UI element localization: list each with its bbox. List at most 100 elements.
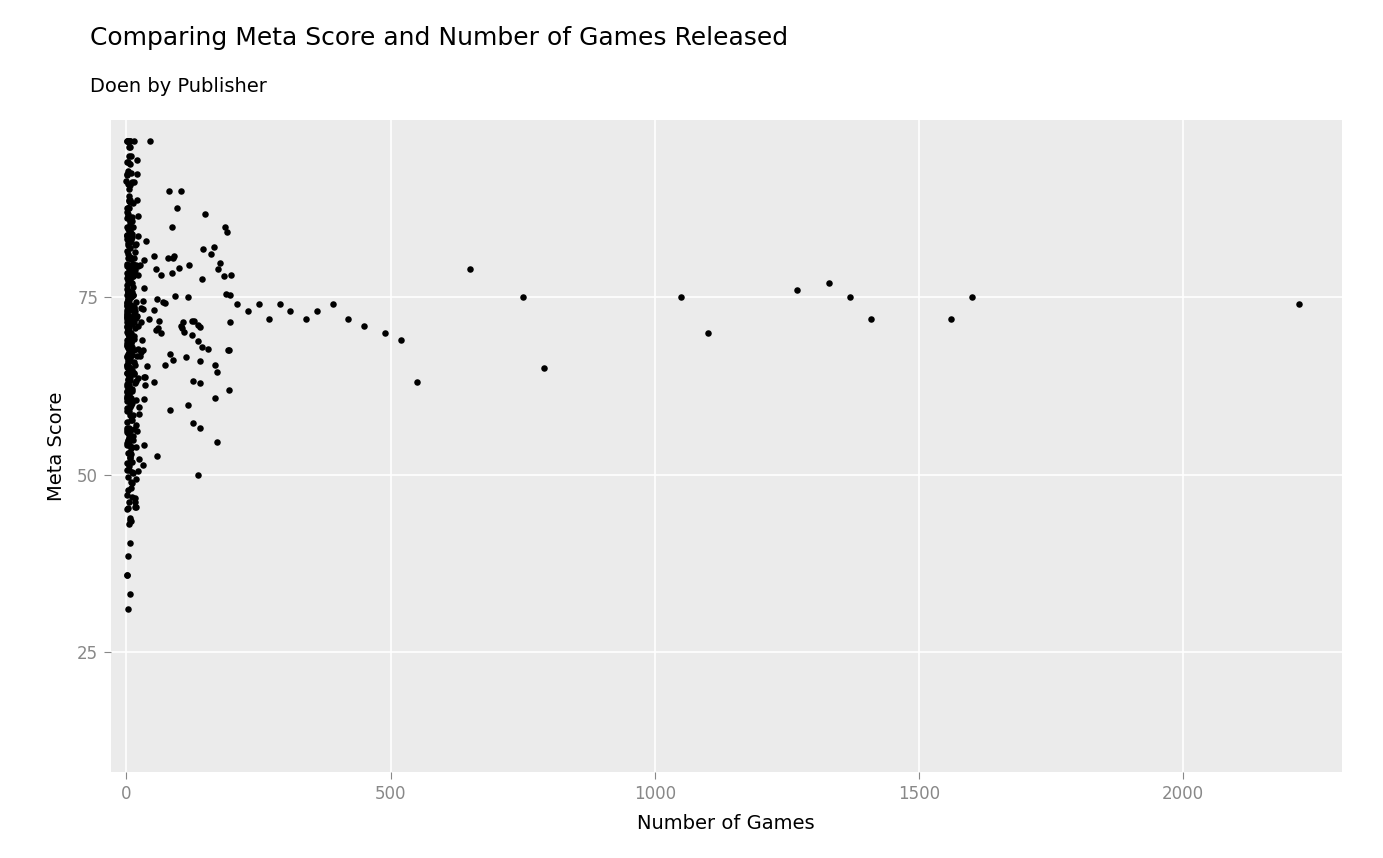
Point [119,349,141,363]
Point [219,384,241,397]
Point [512,291,534,305]
Point [129,349,151,363]
Point [118,182,140,196]
Point [279,305,301,318]
Point [115,299,137,313]
Y-axis label: Meta Score: Meta Score [47,391,66,501]
Point [119,135,141,148]
Point [116,438,138,451]
Point [939,311,961,325]
Point [116,232,138,245]
Point [118,135,140,148]
Point [116,333,138,347]
Point [127,464,149,478]
Point [1288,298,1310,311]
Point [123,367,145,381]
Point [119,341,141,354]
Point [170,321,192,335]
Point [119,336,141,350]
Point [116,278,138,292]
Point [118,432,140,446]
Point [123,329,145,343]
Point [116,434,138,448]
Point [122,433,144,447]
Point [217,343,239,357]
Point [124,257,147,271]
Point [116,488,138,502]
Point [207,263,230,276]
Point [116,366,138,380]
Point [123,175,145,189]
Point [119,265,141,279]
Point [191,273,213,287]
Point [120,148,142,162]
Point [119,196,141,209]
Point [118,268,140,281]
Point [162,251,184,264]
Point [119,135,141,148]
Point [119,451,141,465]
Point [189,421,212,435]
Point [126,193,148,207]
Point [118,341,140,354]
Point [216,226,238,239]
Point [154,296,176,310]
Point [165,289,187,303]
Point [118,549,140,563]
Point [295,311,317,325]
Point [123,300,145,314]
Point [118,335,140,349]
Point [124,393,147,407]
Point [127,342,149,356]
Point [116,391,138,405]
Point [120,252,142,266]
Point [116,238,138,251]
Point [124,310,147,323]
Point [116,229,138,243]
Point [131,343,154,357]
Point [120,166,142,180]
Point [119,220,141,233]
Point [116,320,138,334]
Point [119,194,141,208]
Point [181,374,203,388]
Point [118,351,140,365]
Point [118,222,140,236]
Point [148,314,170,328]
Point [118,194,140,208]
Point [149,326,171,340]
Point [116,315,138,329]
Point [116,390,138,403]
Point [118,275,140,288]
Point [119,141,141,154]
Point [217,343,239,357]
Point [119,450,141,464]
Point [123,355,145,369]
Point [122,456,144,469]
Point [118,495,140,509]
Point [407,376,429,390]
Point [116,304,138,317]
Point [133,302,155,316]
Point [115,232,137,245]
Point [159,403,181,417]
Point [119,218,141,232]
Point [116,282,138,296]
Point [119,354,141,368]
Point [118,296,140,310]
Point [120,233,142,246]
Point [216,287,238,301]
Point [839,291,862,305]
Point [171,315,194,329]
Point [123,287,145,301]
Point [118,309,140,323]
Point [126,310,148,323]
Point [118,360,140,374]
Point [119,456,141,469]
Point [173,325,195,339]
Point [321,298,343,311]
Point [127,229,149,243]
Point [116,568,138,582]
Point [118,268,140,281]
Point [353,319,375,333]
